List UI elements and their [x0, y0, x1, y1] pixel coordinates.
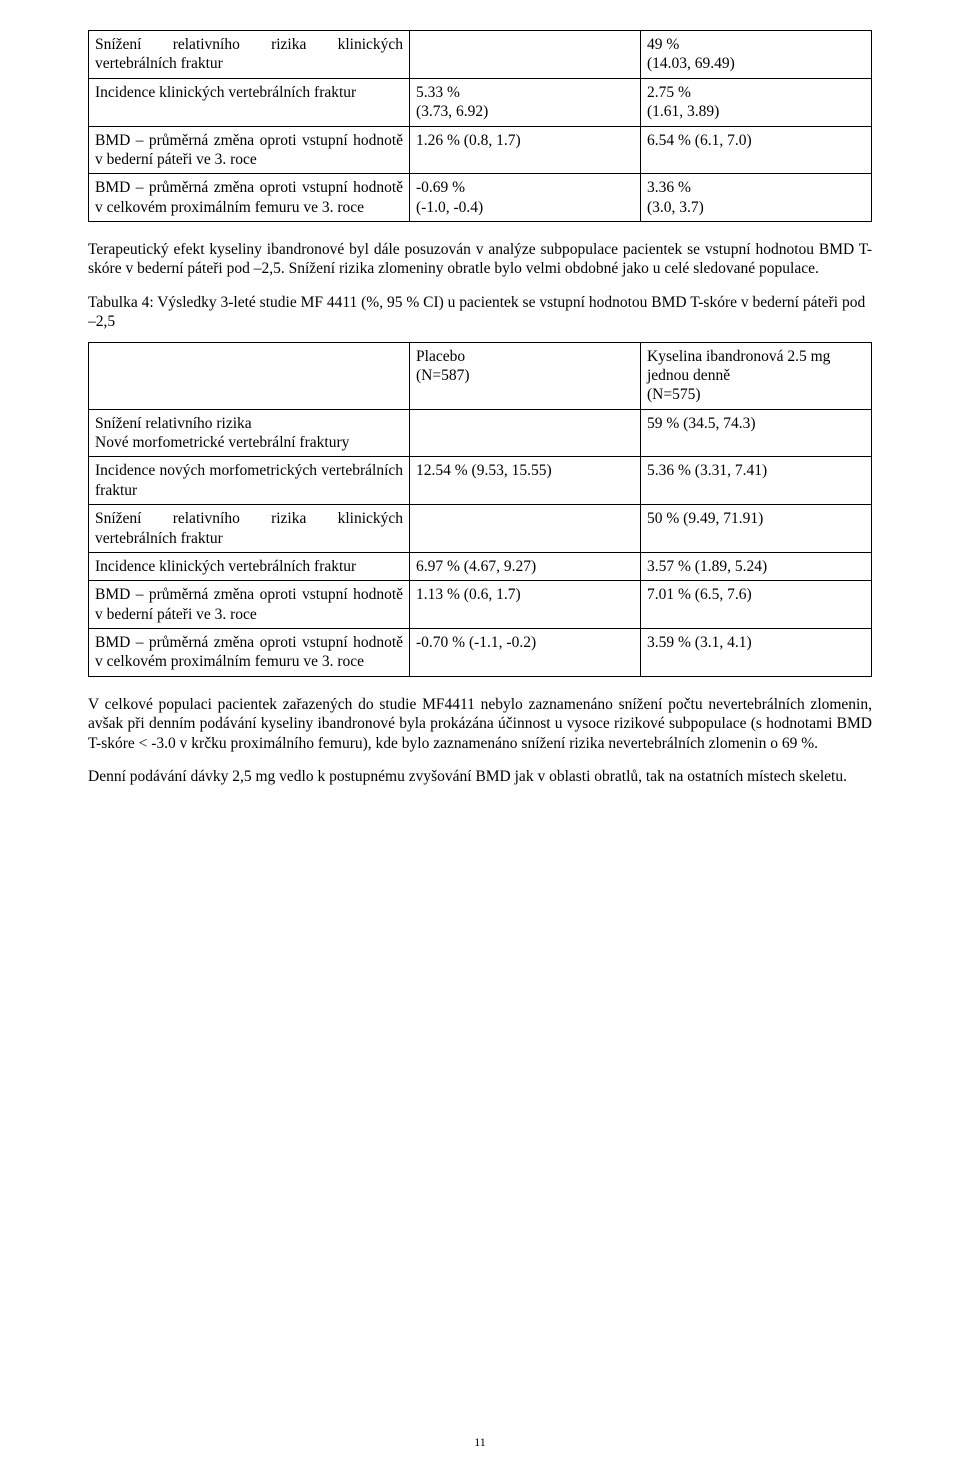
row-label: Snížení relativního rizika klinických ve… — [89, 31, 410, 79]
table-row: BMD – průměrná změna oproti vstupní hodn… — [89, 629, 872, 677]
table-row: BMD – průměrná změna oproti vstupní hodn… — [89, 126, 872, 174]
cell-c1: -0.70 % (-1.1, -0.2) — [410, 629, 641, 677]
table-row: BMD – průměrná změna oproti vstupní hodn… — [89, 581, 872, 629]
table-row: Snížení relativního rizika Nové morfomet… — [89, 409, 872, 457]
cell-c2: 3.59 % (3.1, 4.1) — [641, 629, 872, 677]
table-row: Placebo (N=587) Kyselina ibandronová 2.5… — [89, 342, 872, 409]
table-row: Incidence klinických vertebrálních frakt… — [89, 552, 872, 580]
table-row: Snížení relativního rizika klinických ve… — [89, 31, 872, 79]
cell-c2: 3.36 % (3.0, 3.7) — [641, 174, 872, 222]
row-label: BMD – průměrná změna oproti vstupní hodn… — [89, 629, 410, 677]
cell-c1 — [410, 31, 641, 79]
table-row: Incidence klinických vertebrálních frakt… — [89, 78, 872, 126]
row-label: Incidence klinických vertebrálních frakt… — [89, 78, 410, 126]
cell-c2: 50 % (9.49, 71.91) — [641, 505, 872, 553]
table-1: Snížení relativního rizika klinických ve… — [88, 30, 872, 222]
cell-c2: 7.01 % (6.5, 7.6) — [641, 581, 872, 629]
table-caption: Tabulka 4: Výsledky 3-leté studie MF 441… — [88, 293, 872, 332]
header-empty — [89, 342, 410, 409]
paragraph: Terapeutický efekt kyseliny ibandronové … — [88, 240, 872, 279]
row-label: BMD – průměrná změna oproti vstupní hodn… — [89, 174, 410, 222]
paragraph: V celkové populaci pacientek zařazených … — [88, 695, 872, 753]
cell-c2: 6.54 % (6.1, 7.0) — [641, 126, 872, 174]
row-label: Incidence nových morfometrických vertebr… — [89, 457, 410, 505]
header-c1: Placebo (N=587) — [410, 342, 641, 409]
page-number: 11 — [0, 1435, 960, 1450]
cell-c2: 59 % (34.5, 74.3) — [641, 409, 872, 457]
cell-c2: 3.57 % (1.89, 5.24) — [641, 552, 872, 580]
cell-c2: 49 % (14.03, 69.49) — [641, 31, 872, 79]
table-row: BMD – průměrná změna oproti vstupní hodn… — [89, 174, 872, 222]
cell-c2: 2.75 % (1.61, 3.89) — [641, 78, 872, 126]
cell-c1 — [410, 409, 641, 457]
row-label: Snížení relativního rizika klinických ve… — [89, 505, 410, 553]
header-c2: Kyselina ibandronová 2.5 mg jednou denně… — [641, 342, 872, 409]
row-label: Incidence klinických vertebrálních frakt… — [89, 552, 410, 580]
paragraph: Denní podávání dávky 2,5 mg vedlo k post… — [88, 767, 872, 786]
cell-c1: 5.33 % (3.73, 6.92) — [410, 78, 641, 126]
cell-c1: 1.26 % (0.8, 1.7) — [410, 126, 641, 174]
table-row: Incidence nových morfometrických vertebr… — [89, 457, 872, 505]
cell-c2: 5.36 % (3.31, 7.41) — [641, 457, 872, 505]
spacer — [88, 230, 872, 240]
row-label: Snížení relativního rizika Nové morfomet… — [89, 409, 410, 457]
cell-c1: 1.13 % (0.6, 1.7) — [410, 581, 641, 629]
cell-c1: -0.69 % (-1.0, -0.4) — [410, 174, 641, 222]
cell-c1: 6.97 % (4.67, 9.27) — [410, 552, 641, 580]
row-label: BMD – průměrná změna oproti vstupní hodn… — [89, 581, 410, 629]
cell-c1: 12.54 % (9.53, 15.55) — [410, 457, 641, 505]
row-label: BMD – průměrná změna oproti vstupní hodn… — [89, 126, 410, 174]
table-2: Placebo (N=587) Kyselina ibandronová 2.5… — [88, 342, 872, 677]
table-row: Snížení relativního rizika klinických ve… — [89, 505, 872, 553]
page: Snížení relativního rizika klinických ve… — [0, 0, 960, 1480]
cell-c1 — [410, 505, 641, 553]
spacer — [88, 685, 872, 695]
